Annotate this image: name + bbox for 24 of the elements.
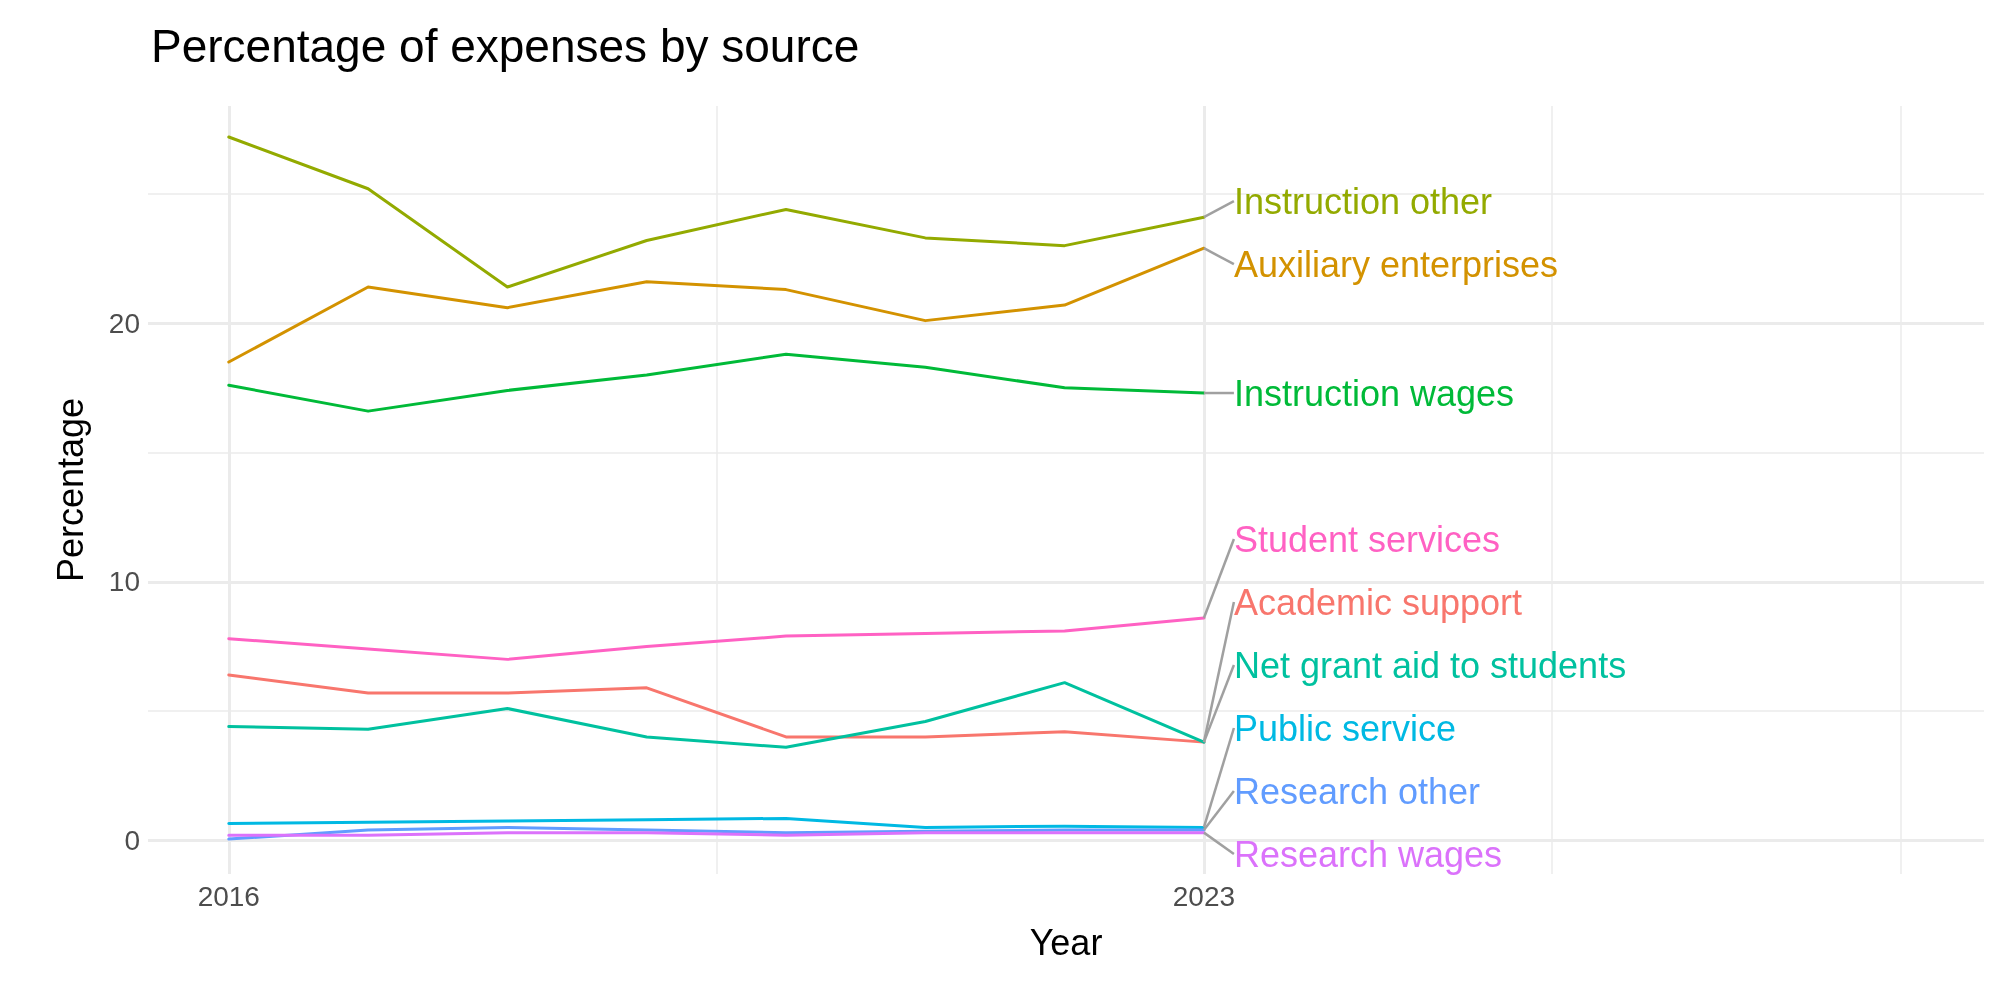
series-label: Instruction other (1233, 180, 1493, 222)
line-series (227, 352, 1206, 413)
line-series (227, 616, 1206, 661)
line-series (227, 681, 1206, 749)
y-axis-title: Percentage (49, 397, 91, 583)
line-series (227, 673, 1206, 744)
line-series (227, 816, 1206, 829)
text: Academic support (1233, 581, 1523, 623)
series-label: Instruction wages (1233, 372, 1515, 414)
chart-title: Percentage of expenses by source (151, 20, 860, 72)
text: Public service (1233, 707, 1456, 749)
x-tick-label: 2023 (1172, 880, 1236, 912)
series-label: Research wages (1233, 833, 1503, 875)
series-label: Net grant aid to students (1233, 644, 1627, 686)
series-label: Student services (1233, 518, 1501, 560)
series-label: Auxiliary enterprises (1233, 243, 1559, 285)
x-tick-label: 2016 (197, 880, 260, 912)
series-label: Research other (1233, 770, 1481, 812)
x-axis-title: Year (1029, 921, 1103, 963)
y-tick-label: 10 (108, 566, 140, 598)
line-series (227, 246, 1206, 364)
line-series (227, 135, 1206, 289)
y-tick-label: 0 (124, 824, 140, 856)
y-tick-label: 20 (108, 307, 140, 339)
